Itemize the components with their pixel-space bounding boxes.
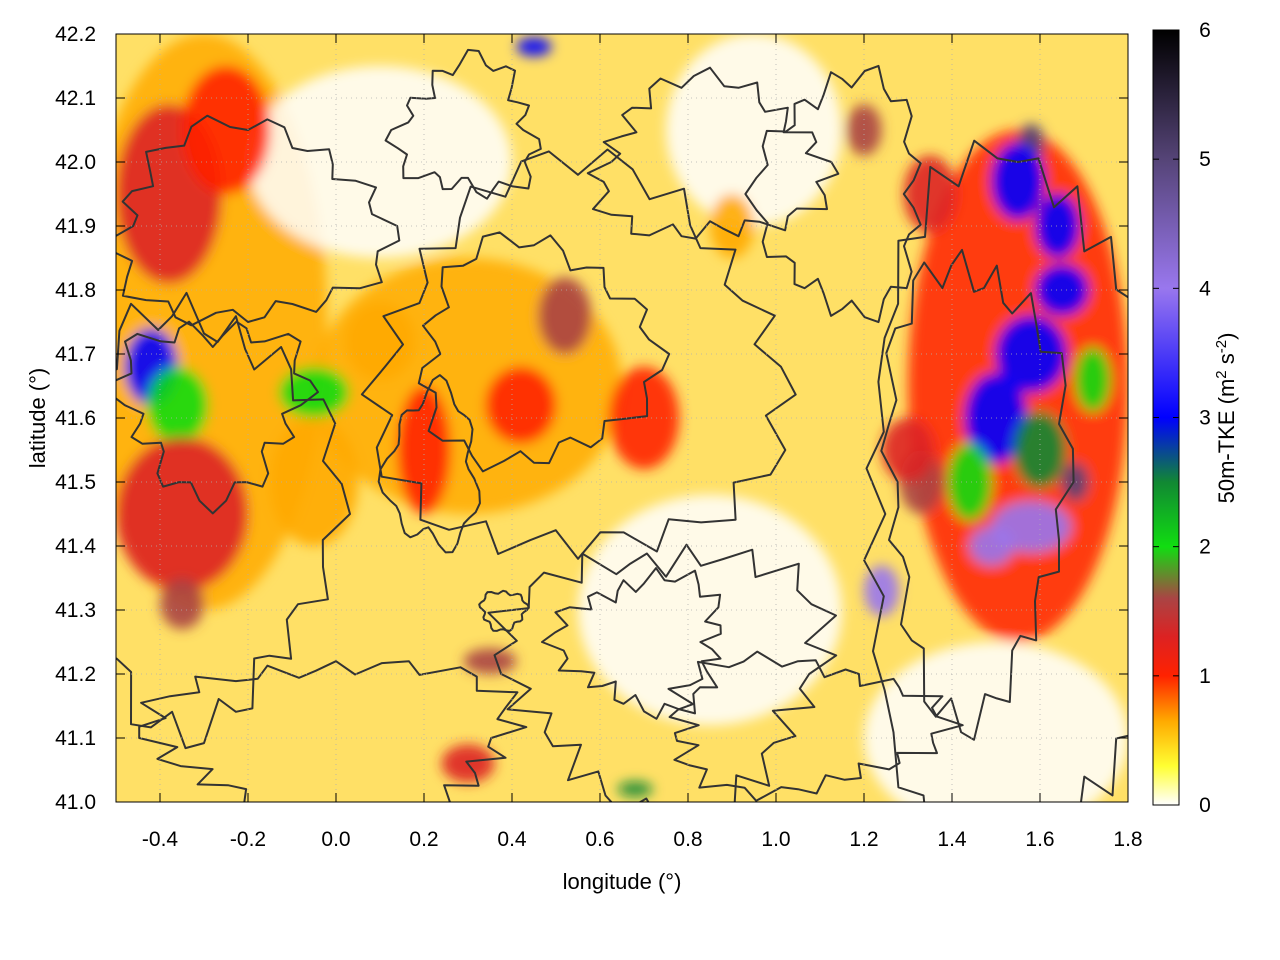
heatmap-hotspot <box>344 302 416 380</box>
y-tick-label: 41.1 <box>55 727 96 750</box>
colorbar-label: 50m-TKE (m2 s-2) <box>1213 333 1240 504</box>
y-tick-label: 41.5 <box>55 471 96 494</box>
contour-line <box>744 64 922 324</box>
colorbar-tick-label: 1 <box>1199 665 1211 688</box>
contour-line <box>541 567 722 720</box>
x-tick-label: -0.4 <box>142 828 179 851</box>
heatmap-wash <box>578 494 842 726</box>
colorbar-tick-label: 5 <box>1199 148 1211 171</box>
heatmap-hotspot <box>608 366 680 470</box>
heatmap-hotspot <box>538 277 592 354</box>
colorbar-tick-label: 2 <box>1199 536 1211 559</box>
heatmap-hotspot <box>116 437 248 591</box>
contour-line <box>880 248 1075 741</box>
contour-line <box>384 48 542 200</box>
heatmap-hotspot <box>881 418 935 482</box>
x-tick-label: 1.6 <box>1025 828 1054 851</box>
heatmap-hotspot <box>1075 347 1111 412</box>
y-tick-label: 42.2 <box>55 23 96 46</box>
y-tick-label: 41.3 <box>55 599 96 622</box>
y-tick-label: 41.0 <box>55 791 96 814</box>
y-tick-label: 42.1 <box>55 87 96 110</box>
contour-line <box>377 374 481 554</box>
x-tick-label: 0.4 <box>497 828 527 851</box>
colorbar-ticks: 0 1 2 3 4 5 6 <box>1153 19 1211 817</box>
y-axis-ticks: 41.0 41.1 41.2 41.3 41.4 41.5 41.6 41.7 41.8 41.9… <box>55 23 1128 814</box>
heatmap-hotspot <box>278 366 350 418</box>
contour-line <box>116 114 401 327</box>
y-tick-label: 41.4 <box>55 535 96 558</box>
x-tick-label: 1.8 <box>1113 828 1142 851</box>
heatmap-hotspot <box>270 418 358 546</box>
contour-line <box>863 139 1128 802</box>
colorbar-tick-label: 0 <box>1199 794 1211 817</box>
heatmap-hotspot <box>991 142 1045 220</box>
colorbar-tick-label: 6 <box>1199 19 1211 42</box>
x-axis-ticks: -0.4 -0.2 0.0 0.2 0.4 0.6 0.8 1.0 1.2 1.4 1.6 1.8 <box>142 34 1143 851</box>
contour-line <box>417 231 671 473</box>
y-tick-label: 41.9 <box>55 215 96 238</box>
colorbar-tick-label: 4 <box>1199 277 1211 300</box>
contour-line <box>116 291 351 750</box>
contour-line <box>478 589 530 632</box>
y-tick-label: 41.8 <box>55 279 96 302</box>
heatmap-hotspot <box>617 781 653 797</box>
y-tick-label: 41.2 <box>55 663 96 686</box>
heatmap-wash <box>864 642 1128 802</box>
x-axis-label: longitude (°) <box>563 869 682 894</box>
x-tick-label: 1.2 <box>849 828 878 851</box>
y-tick-label: 42.0 <box>55 151 96 174</box>
heatmap-hotspot <box>947 443 992 521</box>
x-tick-label: 1.4 <box>937 828 967 851</box>
y-tick-label: 41.7 <box>55 343 96 366</box>
colorbar-tick-label: 3 <box>1199 407 1211 430</box>
x-tick-label: 1.0 <box>761 828 790 851</box>
heatmap-layer <box>116 34 1128 802</box>
x-tick-label: 0.0 <box>321 828 350 851</box>
x-tick-label: 0.6 <box>585 828 614 851</box>
contour-line <box>667 650 964 802</box>
x-tick-label: 0.2 <box>409 828 438 851</box>
y-axis-label: latitude (°) <box>25 368 50 469</box>
contour-line <box>116 320 319 515</box>
heatmap-hotspot <box>463 648 517 674</box>
heatmap-wash <box>666 34 842 226</box>
heatmap-hotspot <box>485 366 556 444</box>
contour-line <box>360 148 797 560</box>
heatmap-hotspot <box>1035 194 1080 258</box>
heatmap-hotspot <box>516 37 552 57</box>
contour-lines <box>116 48 1128 802</box>
y-tick-label: 41.6 <box>55 407 96 430</box>
heatmap-hotspot <box>160 578 204 630</box>
x-tick-label: 0.8 <box>673 828 702 851</box>
heatmap-hotspot <box>182 66 270 194</box>
heatmap-wash <box>248 66 512 258</box>
heatmap-hotspot <box>146 366 209 444</box>
contour-line <box>138 660 528 802</box>
x-tick-label: -0.2 <box>230 828 266 851</box>
heatmap-hotspot <box>1062 462 1089 502</box>
